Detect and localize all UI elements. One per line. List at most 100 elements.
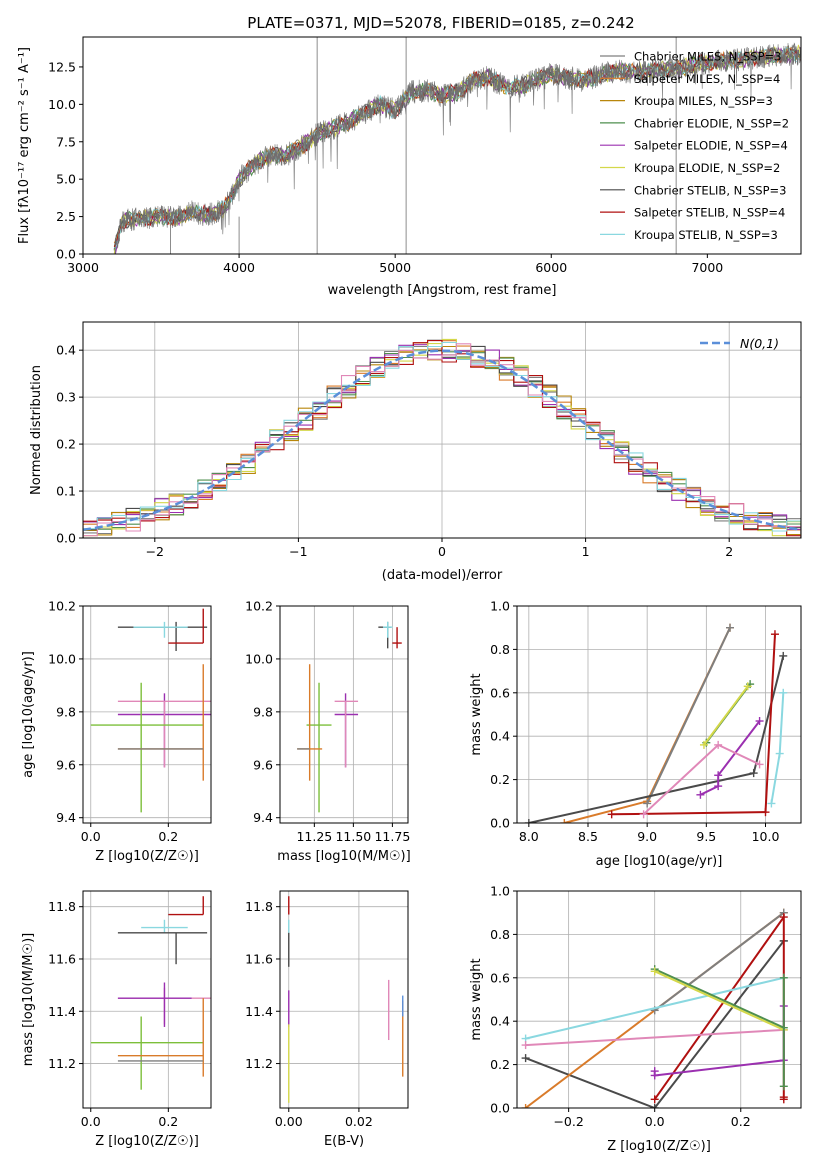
x-tick-label: 8.0 (519, 829, 539, 844)
legend-label: Kroupa STELIB, N_SSP=3 (634, 228, 778, 242)
y-tick-label: 10.0 (245, 651, 273, 666)
plot-background (517, 606, 801, 823)
plot-area (83, 338, 801, 538)
plot-area (524, 623, 788, 823)
mass-vs-ebv-panel: 0.00 0.02 11.2 11.4 11.6 11.8 E(B-V) (245, 890, 409, 1149)
age-vs-mass-panel: 11.25 11.50 11.75 9.4 9.6 9.8 10.0 10.2 mass [lo… (245, 599, 411, 865)
residual-histogram (83, 341, 801, 538)
x-tick-label: 6000 (535, 260, 567, 275)
legend-label: Kroupa MILES, N_SSP=3 (634, 94, 773, 108)
plot-area (288, 896, 404, 1103)
y-tick-label: 5.0 (56, 172, 76, 187)
y-tick-label: 0.2 (490, 1057, 510, 1072)
y-tick-label: 11.6 (48, 951, 76, 966)
y-tick-label: 0.0 (490, 1101, 510, 1116)
y-tick-label: 0.0 (56, 247, 76, 262)
y-tick-label: 0.0 (490, 816, 510, 831)
x-tick-label: 3000 (67, 260, 99, 275)
x-tick-label: 0 (438, 544, 446, 559)
y-axis-label: mass [log10(M/M☉)] (21, 933, 36, 1066)
y-tick-label: 9.4 (253, 810, 273, 825)
spectrum-panel: 3000 4000 5000 6000 7000 0.0 2.5 5.0 7.5 10.0 12.5… (17, 36, 802, 298)
x-tick-label: 0.00 (275, 1114, 303, 1129)
axes-frame (516, 890, 802, 1109)
axes-frame (82, 605, 212, 824)
x-tick-label: −0.2 (553, 1114, 583, 1129)
observed-spectrum-line (114, 42, 801, 254)
y-tick-label: 11.4 (245, 1004, 273, 1019)
x-tick-label: 0.2 (158, 1114, 178, 1129)
y-tick-label: 11.4 (48, 1004, 76, 1019)
y-tick-label: 10.2 (48, 599, 76, 614)
y-axis-label: mass weight (469, 958, 484, 1040)
y-tick-label: 0.8 (490, 927, 510, 942)
mass-weight-line (525, 1028, 784, 1047)
x-tick-label: 8.5 (578, 829, 598, 844)
y-tick-label: 9.6 (253, 757, 273, 772)
y-tick-label: 9.8 (56, 704, 76, 719)
y-tick-label: 0.4 (490, 729, 510, 744)
mass-weight-line (703, 685, 749, 746)
x-tick-label: 4000 (223, 260, 255, 275)
plot-area (113, 37, 801, 254)
x-tick-label: 0.2 (731, 1114, 751, 1129)
mass-weight-line (654, 911, 785, 1012)
x-tick-label: 10.0 (752, 829, 780, 844)
axes-frame (82, 890, 212, 1109)
weight-vs-metallicity-panel: −0.2 0.0 0.2 0.0 0.2 0.4 0.6 0.8 1.0 Z [log10(Z/Z… (469, 884, 802, 1154)
plot-area (90, 608, 211, 813)
y-tick-label: 0.6 (490, 685, 510, 700)
y-tick-label: 10.0 (48, 97, 76, 112)
y-tick-label: 11.2 (245, 1056, 273, 1071)
y-tick-label: 0.6 (490, 970, 510, 985)
normal-distribution-curve (83, 349, 801, 532)
y-tick-label: 1.0 (490, 884, 510, 899)
weight-vs-age-panel: 8.0 8.5 9.0 9.5 10.0 0.0 0.2 0.4 0.6 0.8 1.0 age [l… (469, 599, 802, 869)
x-axis-label: Z [log10(Z/Z☉)] (607, 1139, 711, 1154)
x-axis-label: mass [log10(M/M☉)] (277, 849, 410, 864)
y-tick-label: 11.8 (48, 899, 76, 914)
plot-area (90, 896, 211, 1090)
x-tick-label: 0.02 (345, 1114, 373, 1129)
x-axis-label: wavelength [Angstrom, rest frame] (328, 283, 557, 298)
y-tick-label: 0.1 (56, 484, 76, 499)
y-tick-label: 9.4 (56, 810, 76, 825)
y-tick-label: 0.2 (490, 772, 510, 787)
x-tick-label: 7000 (691, 260, 723, 275)
y-tick-label: 11.6 (245, 951, 273, 966)
y-tick-label: 9.6 (56, 757, 76, 772)
plot-background (83, 891, 211, 1108)
legend-label: Chabrier STELIB, N_SSP=3 (634, 183, 786, 197)
y-tick-label: 9.8 (253, 704, 273, 719)
residual-histogram (83, 343, 801, 538)
legend-label: Chabrier MILES, N_SSP=3 (634, 50, 781, 64)
mass-weight-line (525, 976, 785, 1040)
figure-title: PLATE=0371, MJD=52078, FIBERID=0185, z=0… (247, 14, 634, 32)
mass-weight-line (699, 720, 761, 796)
y-tick-label: 10.2 (245, 599, 273, 614)
y-tick-label: 0.3 (56, 390, 76, 405)
plot-background (517, 891, 801, 1108)
mass-weight-line (654, 968, 785, 1029)
mass-vs-metallicity-panel: 0.0 0.2 11.2 11.4 11.6 11.8 Z [log10(Z/Z☉)] mas… (21, 890, 212, 1149)
y-tick-label: 7.5 (56, 134, 76, 149)
y-axis-label: age [log10(age/yr)] (21, 651, 36, 778)
y-tick-label: 1.0 (490, 599, 510, 614)
axes-frame (279, 890, 409, 1109)
x-tick-label: 11.25 (296, 829, 332, 844)
x-tick-label: 1 (582, 544, 590, 559)
y-tick-label: 0.4 (56, 343, 76, 358)
y-tick-label: 11.8 (245, 899, 273, 914)
y-axis-label: Flux [fλ10⁻¹⁷ erg cm⁻² s⁻¹ A⁻¹] (17, 47, 32, 244)
y-tick-label: 11.2 (48, 1056, 76, 1071)
x-tick-label: 9.5 (696, 829, 716, 844)
legend-label: N(0,1) (740, 336, 779, 351)
x-tick-label: 0.2 (158, 829, 178, 844)
legend-label: Chabrier ELODIE, N_SSP=2 (634, 116, 789, 130)
x-axis-label: age [log10(age/yr)] (596, 854, 723, 869)
y-tick-label: 0.0 (56, 531, 76, 546)
x-tick-label: 2 (725, 544, 733, 559)
mass-weight-line (654, 970, 785, 1031)
legend-label: Salpeter STELIB, N_SSP=4 (634, 206, 785, 220)
y-axis-label: Normed distribution (29, 365, 44, 495)
